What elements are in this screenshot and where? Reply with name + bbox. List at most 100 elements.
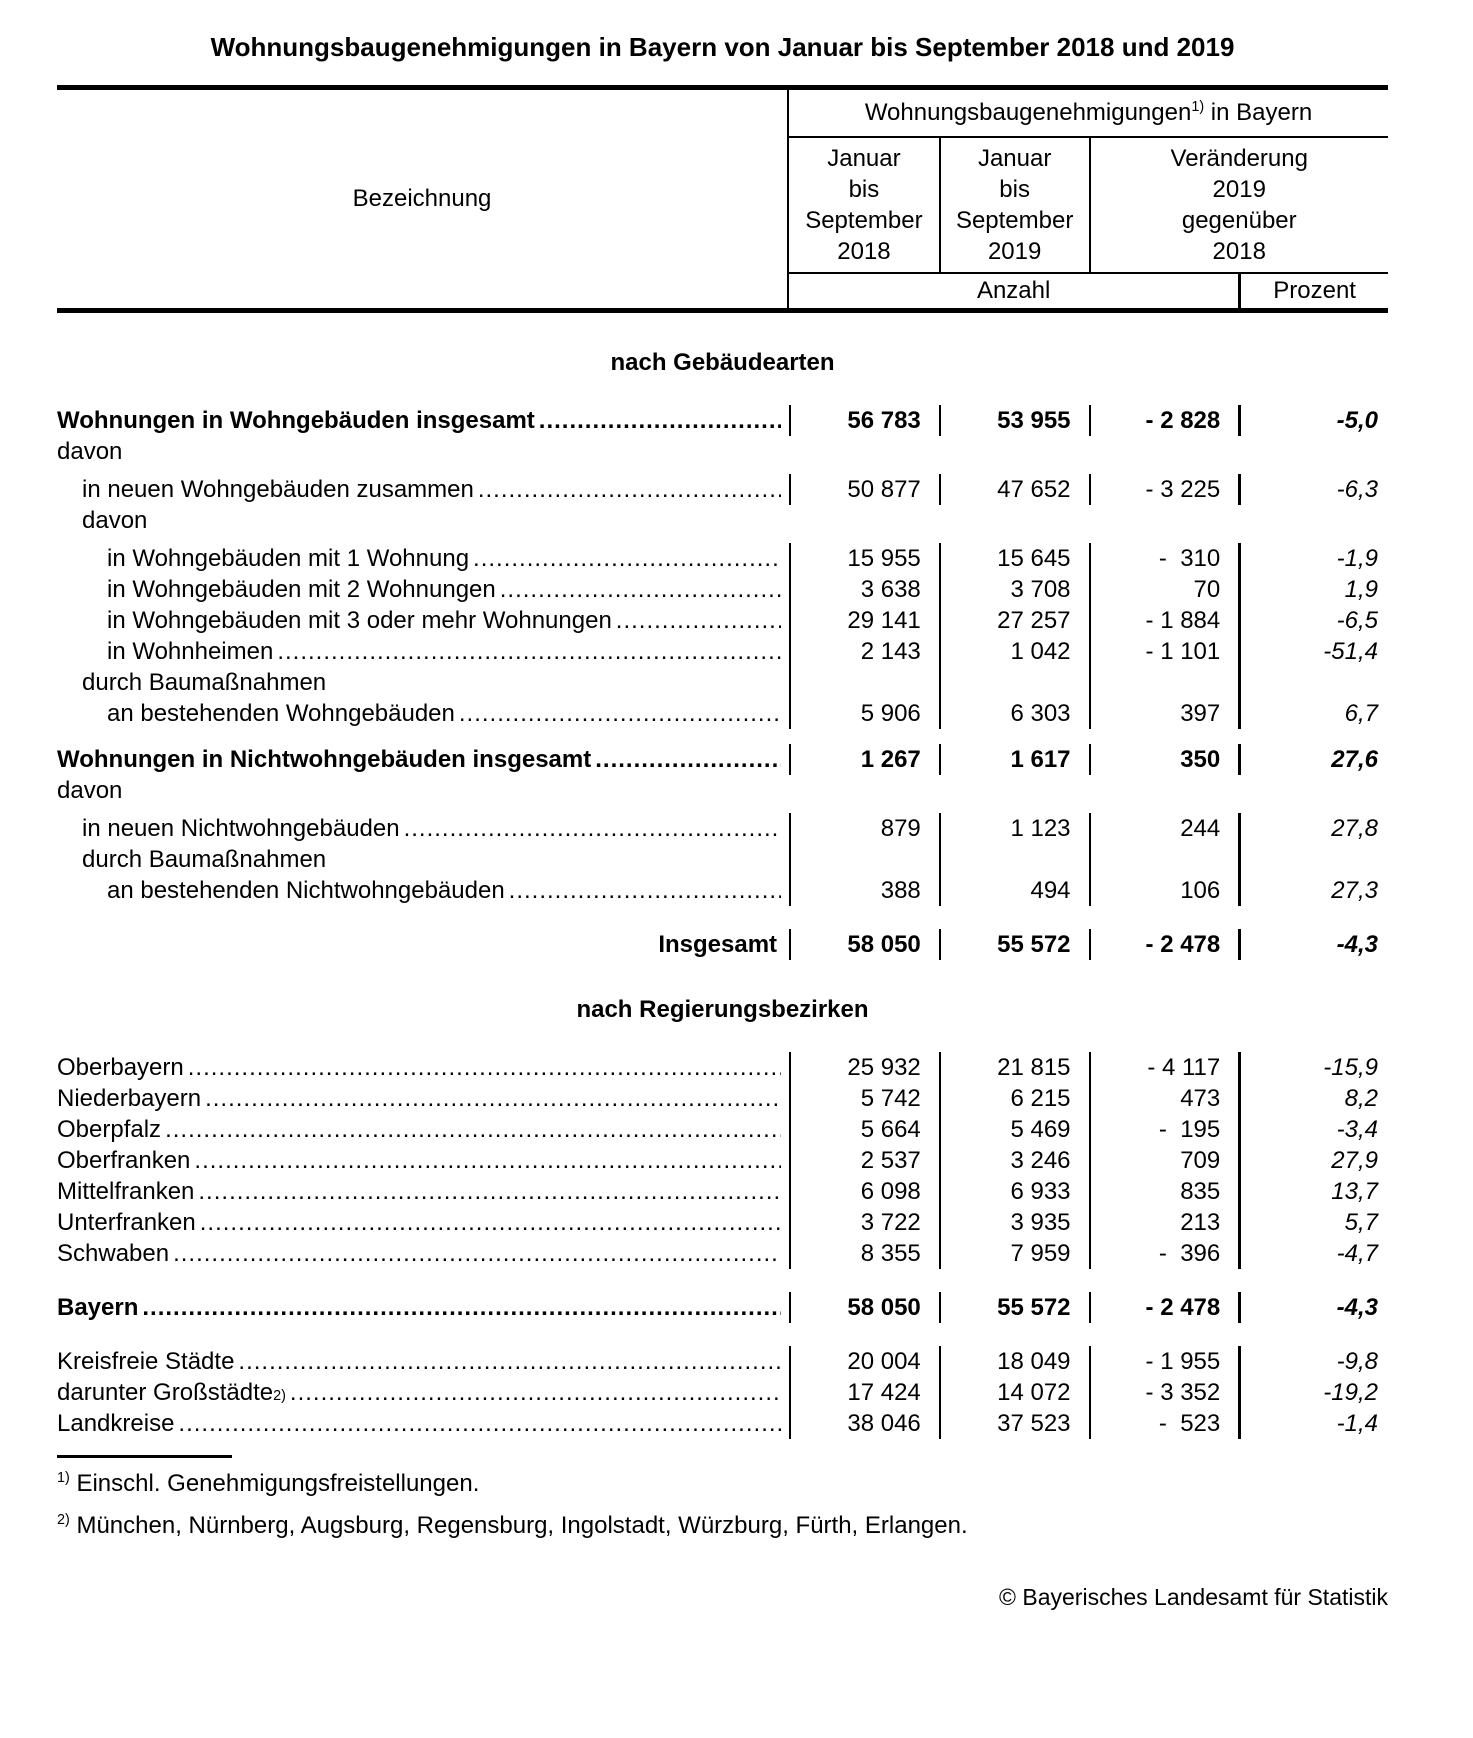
change-count: - 3 352 (1088, 1377, 1239, 1408)
change-count: 350 (1088, 744, 1239, 775)
dot-leader (404, 813, 781, 844)
change-count: - 195 (1088, 1114, 1239, 1145)
change-percent: -6,3 (1238, 474, 1388, 505)
row-label: durch Baumaßnahmen (57, 844, 789, 875)
value-2019: 14 072 (938, 1377, 1089, 1408)
dot-leader (290, 1377, 781, 1408)
change-count: - 1 884 (1088, 605, 1239, 636)
row-label-text: davon (82, 507, 148, 534)
row-label: Oberbayern (57, 1052, 789, 1083)
change-count: 244 (1088, 813, 1239, 844)
section-heading: nach Regierungsbezirken (576, 996, 869, 1023)
change-percent: 27,6 (1238, 744, 1388, 775)
row-label-text: Kreisfreie Städte (57, 1348, 235, 1375)
row-label: in Wohngebäuden mit 1 Wohnung (57, 543, 789, 574)
row-label: davon (57, 505, 789, 536)
value-2018 (789, 775, 939, 806)
change-count (1089, 775, 1239, 806)
row-label: Kreisfreie Städte (57, 1346, 789, 1377)
dot-leader (277, 636, 781, 667)
change-count: - 1 955 (1088, 1346, 1239, 1377)
table-row: an bestehenden Nichtwohngebäuden 38849410… (57, 875, 1388, 906)
dot-leader (459, 698, 781, 729)
value-2018: 56 783 (789, 405, 939, 436)
change-percent (1238, 667, 1388, 698)
value-2019 (939, 505, 1089, 536)
value-2018: 58 050 (789, 1292, 939, 1323)
row-label-text: davon (57, 777, 123, 804)
footnote-line: 1) Einschl. Genehmigungsfreistellungen. (57, 1470, 1388, 1498)
change-percent (1238, 844, 1388, 875)
header-col-change: Veränderung 2019 gegenüber 2018 (1088, 138, 1388, 272)
value-2018: 2 537 (789, 1145, 939, 1176)
value-2018 (789, 844, 939, 875)
value-2018 (789, 667, 939, 698)
value-2018: 25 932 (789, 1052, 939, 1083)
value-2019 (939, 775, 1089, 806)
change-count: - 2 478 (1088, 929, 1239, 960)
change-percent: 27,8 (1238, 813, 1388, 844)
copyright: © Bayerisches Landesamt für Statistik (999, 1584, 1388, 1610)
value-2019: 6 933 (938, 1176, 1089, 1207)
change-count: 70 (1088, 574, 1239, 605)
value-2018: 879 (789, 813, 939, 844)
row-label: Bayern (57, 1292, 789, 1323)
value-2019: 37 523 (938, 1408, 1089, 1439)
row-label: darunter Großstädte 2) (57, 1377, 789, 1408)
header-col-2019: Januar bis September 2019 (938, 138, 1089, 272)
table-row: Insgesamt 58 050 55 572- 2 478 -4,3 (57, 929, 1388, 960)
change-count: 397 (1088, 698, 1239, 729)
change-percent: 5,7 (1238, 1207, 1388, 1238)
value-2019: 27 257 (938, 605, 1089, 636)
change-count: - 3 225 (1088, 474, 1239, 505)
change-percent: 8,2 (1238, 1083, 1388, 1114)
change-percent: -4,3 (1238, 929, 1388, 960)
value-2019: 53 955 (938, 405, 1089, 436)
value-2018: 388 (789, 875, 939, 906)
header-bezeichnung-label: Bezeichnung (352, 185, 492, 212)
row-label-text: in neuen Wohngebäuden zusammen (82, 476, 474, 503)
footnote-ref-1: 1) (1191, 99, 1205, 115)
value-2018: 5 664 (789, 1114, 939, 1145)
dot-leader (188, 1052, 781, 1083)
row-label: Insgesamt (57, 929, 789, 960)
table-row: davon (57, 775, 1388, 806)
value-2018 (789, 436, 939, 467)
change-percent: 1,9 (1238, 574, 1388, 605)
row-label: an bestehenden Wohngebäuden (57, 698, 789, 729)
footnote-text: Einschl. Genehmigungsfreistellungen. (69, 1470, 480, 1497)
change-count: 213 (1088, 1207, 1239, 1238)
value-2019: 5 469 (938, 1114, 1089, 1145)
footnote-marker: 2) (57, 1512, 70, 1528)
dot-leader (473, 543, 781, 574)
header-units-row: Anzahl Prozent (789, 274, 1388, 308)
table-row: durch Baumaßnahmen (57, 667, 1388, 698)
row-label: davon (57, 436, 789, 467)
change-percent: -4,7 (1238, 1238, 1388, 1269)
value-2019: 494 (938, 875, 1089, 906)
row-label: Niederbayern (57, 1083, 789, 1114)
footnote-line: 2) München, Nürnberg, Augsburg, Regensbu… (57, 1512, 1388, 1540)
table-row: Wohnungen in Nichtwohngebäuden insgesamt… (57, 744, 1388, 775)
value-2019: 3 708 (938, 574, 1089, 605)
change-percent: -51,4 (1238, 636, 1388, 667)
row-label-text: Oberpfalz (57, 1116, 162, 1143)
row-label: davon (57, 775, 789, 806)
row-label: Wohnungen in Nichtwohngebäuden insgesamt (57, 744, 789, 775)
value-2019: 55 572 (938, 1292, 1089, 1323)
row-label: Oberpfalz (57, 1114, 789, 1145)
value-2018: 29 141 (789, 605, 939, 636)
row-label-text: in Wohnheimen (107, 638, 274, 665)
change-count: 106 (1088, 875, 1239, 906)
change-percent: -9,8 (1238, 1346, 1388, 1377)
change-percent: 13,7 (1238, 1176, 1388, 1207)
value-2018: 20 004 (789, 1346, 939, 1377)
change-count: - 396 (1088, 1238, 1239, 1269)
